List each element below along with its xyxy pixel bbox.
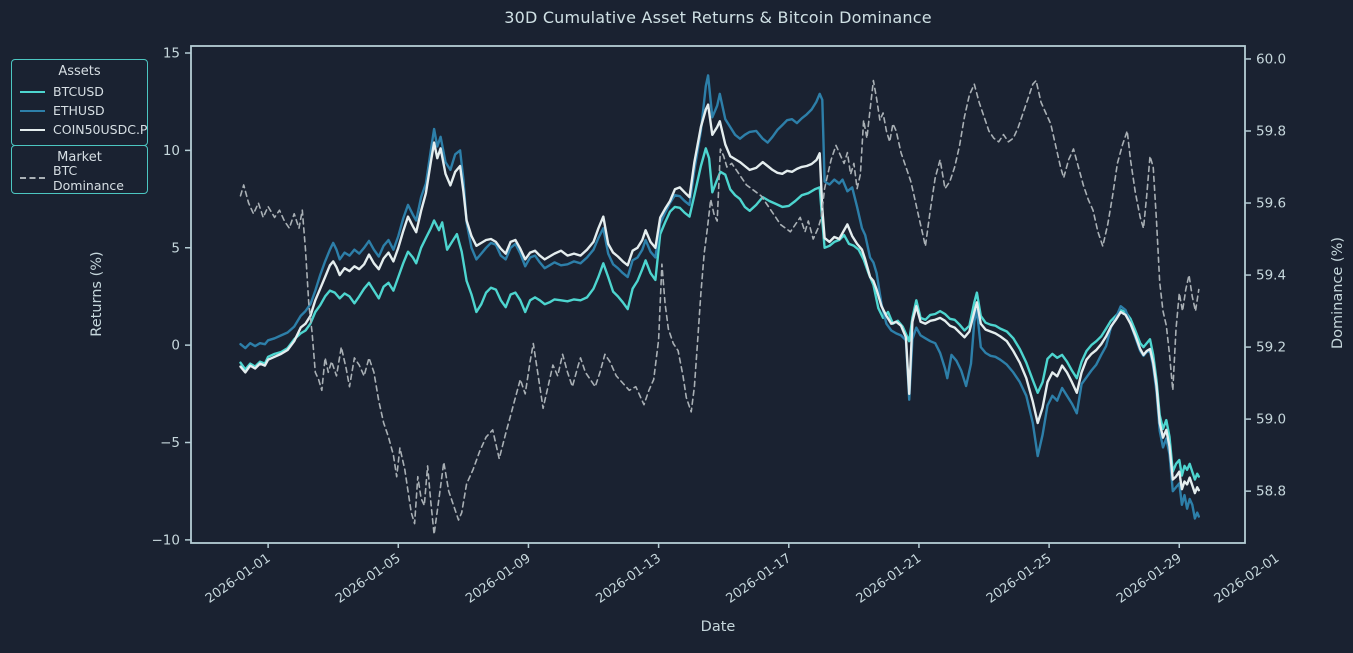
legend-label-ethusd: ETHUSD: [53, 103, 105, 118]
y-axis-label-right: Dominance (%): [1330, 236, 1346, 350]
legend-item-coin50usdcp: COIN50USDC.P: [20, 120, 147, 139]
svg-text:5: 5: [171, 240, 180, 256]
svg-text:59.2: 59.2: [1256, 340, 1286, 356]
svg-text:0: 0: [171, 338, 180, 354]
legend-market-title: Market: [57, 150, 102, 165]
legend-assets-title: Assets: [58, 64, 101, 79]
svg-text:59.8: 59.8: [1256, 123, 1286, 139]
legend-item-ethusd: ETHUSD: [20, 101, 139, 120]
svg-text:2026-01-17: 2026-01-17: [724, 551, 795, 607]
legend-assets: Assets BTCUSD ETHUSD COIN50USDC.P: [11, 59, 148, 146]
btc-dominance-line-swatch: [20, 176, 45, 179]
svg-text:2026-01-29: 2026-01-29: [1114, 551, 1185, 607]
svg-text:2026-01-09: 2026-01-09: [463, 551, 534, 607]
legend-label-btc-dominance: BTC Dominance: [53, 162, 124, 193]
svg-text:59.4: 59.4: [1256, 268, 1286, 284]
svg-text:2026-02-01: 2026-02-01: [1212, 551, 1283, 607]
svg-text:−10: −10: [152, 532, 181, 548]
svg-text:−5: −5: [160, 435, 180, 451]
x-axis-label: Date: [700, 619, 736, 635]
legend-label-coin50usdcp: COIN50USDC.P: [53, 122, 148, 137]
svg-text:2026-01-25: 2026-01-25: [984, 551, 1055, 607]
y-axis-label-left: Returns (%): [89, 251, 105, 337]
legend-item-btcusd: BTCUSD: [20, 82, 139, 101]
svg-text:60.0: 60.0: [1256, 51, 1286, 67]
svg-text:59.6: 59.6: [1256, 196, 1286, 212]
coin50usdcp-line-swatch: [20, 128, 45, 131]
ethusd-line-swatch: [20, 109, 45, 112]
legend-label-btcusd: BTCUSD: [53, 84, 104, 99]
svg-text:2026-01-13: 2026-01-13: [593, 551, 664, 607]
svg-text:10: 10: [163, 143, 180, 159]
legend-market: Market BTC Dominance: [11, 145, 148, 194]
svg-text:2026-01-05: 2026-01-05: [333, 551, 404, 607]
svg-text:15: 15: [163, 46, 180, 62]
svg-text:59.0: 59.0: [1256, 412, 1286, 428]
chart-title: 30D Cumulative Asset Returns & Bitcoin D…: [504, 8, 932, 27]
svg-text:58.8: 58.8: [1256, 484, 1286, 500]
svg-text:2026-01-21: 2026-01-21: [854, 551, 925, 607]
svg-text:2026-01-01: 2026-01-01: [203, 551, 274, 607]
legend-item-btc-dominance: BTC Dominance: [20, 163, 139, 193]
btcusd-line-swatch: [20, 90, 45, 93]
